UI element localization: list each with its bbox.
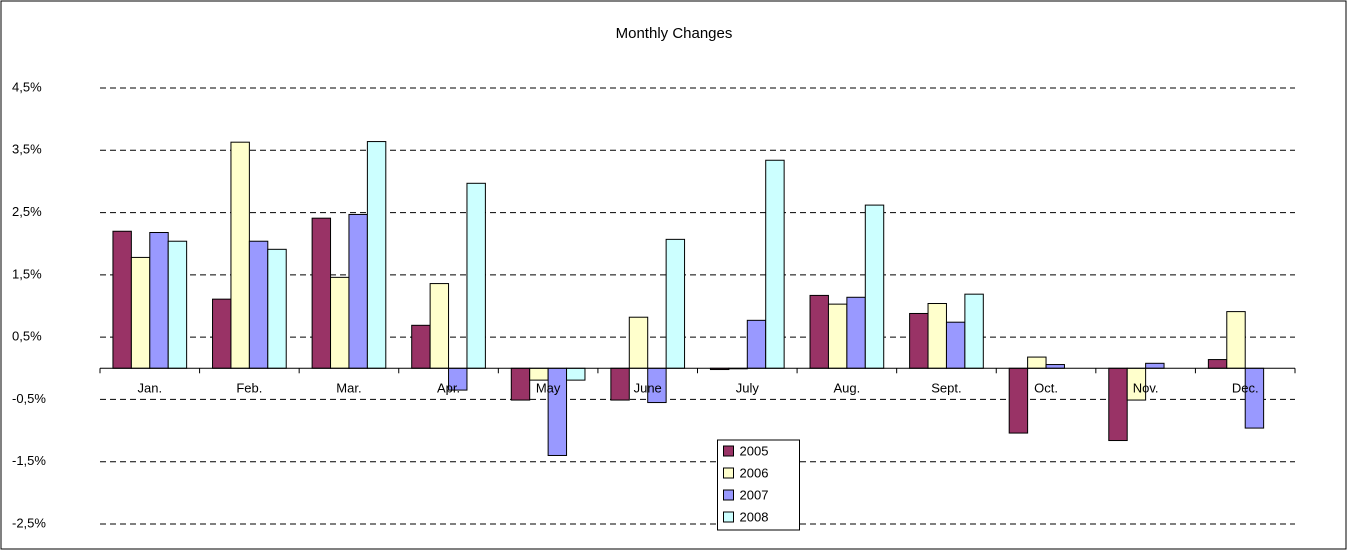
bar bbox=[1226, 311, 1246, 369]
y-tick-label: 2,5% bbox=[12, 204, 42, 219]
x-tick-label: Jan. bbox=[138, 381, 163, 396]
x-tick-label: June bbox=[634, 381, 662, 396]
bar bbox=[846, 296, 866, 369]
bar bbox=[746, 319, 767, 369]
bar bbox=[248, 240, 269, 369]
bar bbox=[827, 303, 848, 369]
y-tick-label: -1,5% bbox=[12, 453, 46, 468]
y-tick-label: 4,5% bbox=[12, 79, 42, 94]
bar bbox=[1145, 362, 1165, 369]
chart-title: Monthly Changes bbox=[616, 25, 733, 42]
bar bbox=[765, 159, 785, 369]
bar bbox=[330, 276, 350, 369]
legend-label: 2008 bbox=[740, 509, 769, 524]
y-tick-label: -2,5% bbox=[12, 515, 46, 530]
bar bbox=[864, 204, 885, 369]
x-tick-label: Dec. bbox=[1232, 381, 1259, 396]
bar bbox=[167, 240, 188, 369]
bar bbox=[1045, 364, 1065, 369]
bar bbox=[130, 256, 151, 369]
bar bbox=[628, 316, 649, 369]
bar bbox=[311, 217, 332, 369]
x-tick-label: Sept. bbox=[931, 381, 961, 396]
bar bbox=[927, 303, 947, 369]
x-tick-label: Mar. bbox=[336, 381, 361, 396]
bar bbox=[610, 367, 630, 401]
legend-label: 2005 bbox=[740, 443, 769, 458]
legend-label: 2007 bbox=[740, 487, 769, 502]
bar bbox=[510, 367, 531, 401]
bar bbox=[267, 248, 287, 369]
bar bbox=[1027, 356, 1047, 369]
x-tick-label: July bbox=[736, 381, 760, 396]
bar bbox=[466, 182, 486, 369]
bar bbox=[366, 141, 387, 369]
bar bbox=[212, 298, 232, 369]
y-tick-label: 3,5% bbox=[12, 142, 42, 157]
y-tick-label: 0,5% bbox=[12, 329, 42, 344]
bar bbox=[1207, 359, 1228, 369]
y-tick-label: 1,5% bbox=[12, 266, 42, 281]
bar bbox=[665, 238, 686, 369]
x-tick-label: Apr. bbox=[437, 381, 460, 396]
x-tick-label: May bbox=[536, 381, 561, 396]
bar bbox=[566, 367, 586, 381]
legend-swatch bbox=[723, 467, 734, 479]
bar bbox=[909, 312, 929, 369]
bar bbox=[411, 324, 431, 369]
legend-swatch bbox=[723, 489, 734, 501]
bar bbox=[348, 213, 368, 369]
x-tick-label: Aug. bbox=[834, 381, 861, 396]
bar bbox=[964, 293, 984, 369]
x-tick-label: Nov. bbox=[1133, 381, 1159, 396]
legend-label: 2006 bbox=[740, 465, 769, 480]
bar bbox=[429, 283, 450, 369]
bar bbox=[112, 230, 132, 369]
legend-swatch bbox=[723, 511, 734, 523]
bar bbox=[945, 321, 966, 369]
bar bbox=[529, 367, 549, 381]
bar bbox=[1008, 367, 1029, 434]
bar bbox=[809, 294, 829, 369]
bar bbox=[149, 232, 169, 369]
bar bbox=[1244, 367, 1265, 429]
bar bbox=[1108, 367, 1128, 442]
x-tick-label: Feb. bbox=[236, 381, 262, 396]
legend-swatch bbox=[723, 445, 734, 457]
y-tick-label: -0,5% bbox=[12, 391, 46, 406]
bar bbox=[230, 141, 250, 369]
x-tick-label: Oct. bbox=[1034, 381, 1058, 396]
